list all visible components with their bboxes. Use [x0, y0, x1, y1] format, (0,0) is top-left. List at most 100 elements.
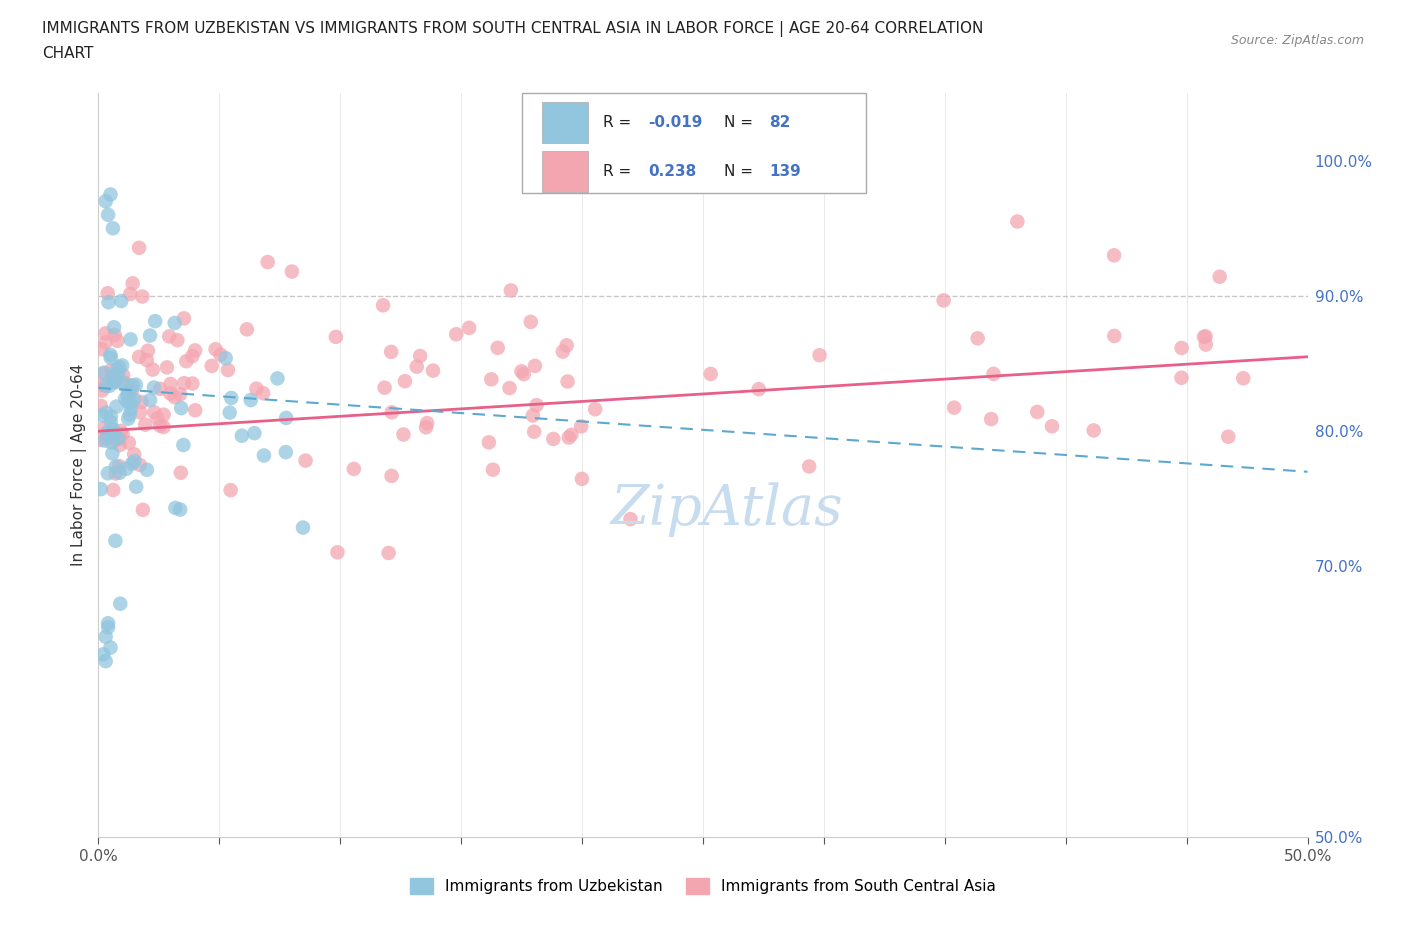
- Point: [343, 461, 366, 476]
- Point: [111, 427, 134, 442]
- Point: [808, 348, 831, 363]
- Point: [97, 620, 120, 635]
- Point: [94, 433, 117, 448]
- Point: [94, 654, 117, 669]
- Point: [112, 367, 135, 382]
- Point: [104, 533, 127, 548]
- Point: [146, 411, 169, 426]
- Point: [110, 423, 132, 438]
- Point: [121, 457, 143, 472]
- Point: [371, 298, 394, 312]
- Point: [108, 438, 131, 453]
- Point: [169, 502, 191, 517]
- Point: [94, 335, 117, 350]
- Point: [112, 375, 135, 390]
- Point: [555, 338, 578, 352]
- Point: [135, 462, 157, 477]
- Point: [120, 286, 142, 301]
- Point: [121, 383, 143, 398]
- Point: [394, 374, 416, 389]
- Point: [100, 640, 122, 655]
- Point: [1194, 329, 1216, 344]
- Point: [173, 311, 195, 325]
- Point: [219, 391, 242, 405]
- Point: [152, 419, 174, 434]
- Point: [139, 328, 162, 343]
- Point: [103, 368, 125, 383]
- Point: [165, 500, 187, 515]
- Point: [103, 427, 125, 442]
- Point: [748, 381, 770, 396]
- Point: [117, 384, 139, 399]
- Point: [122, 446, 145, 461]
- Point: [204, 342, 226, 357]
- Point: [101, 369, 124, 384]
- Point: [107, 365, 129, 380]
- Point: [157, 329, 180, 344]
- Point: [292, 520, 315, 535]
- Point: [121, 378, 143, 392]
- Point: [170, 465, 193, 480]
- Point: [104, 327, 127, 342]
- Point: [103, 369, 125, 384]
- Point: [136, 343, 159, 358]
- Point: [128, 240, 150, 255]
- FancyBboxPatch shape: [522, 93, 866, 193]
- Point: [409, 349, 432, 364]
- Point: [121, 276, 143, 291]
- Point: [100, 435, 122, 450]
- Point: [245, 381, 267, 396]
- Point: [97, 295, 120, 310]
- Point: [156, 360, 179, 375]
- Point: [510, 364, 533, 379]
- Point: [1040, 418, 1063, 433]
- Point: [499, 283, 522, 298]
- Text: CHART: CHART: [42, 46, 94, 61]
- Point: [377, 546, 399, 561]
- Text: R =: R =: [603, 164, 636, 179]
- Point: [128, 458, 150, 472]
- Text: N =: N =: [724, 164, 758, 179]
- Point: [90, 482, 112, 497]
- Point: [103, 422, 125, 437]
- Point: [276, 410, 298, 425]
- Point: [104, 432, 127, 447]
- Point: [124, 454, 146, 469]
- Point: [422, 363, 444, 378]
- Point: [104, 375, 127, 390]
- Point: [558, 431, 581, 445]
- Point: [381, 469, 404, 484]
- Point: [135, 352, 157, 367]
- Point: [266, 371, 288, 386]
- Point: [97, 466, 120, 481]
- Point: [252, 386, 274, 401]
- Point: [557, 374, 579, 389]
- Point: [983, 366, 1005, 381]
- Point: [143, 313, 166, 328]
- Point: [118, 435, 141, 450]
- Point: [1083, 423, 1105, 438]
- Point: [110, 294, 132, 309]
- Point: [405, 359, 427, 374]
- Point: [699, 366, 721, 381]
- Point: [125, 479, 148, 494]
- Point: [104, 373, 127, 388]
- Point: [523, 424, 546, 439]
- Point: [159, 377, 181, 392]
- Point: [118, 407, 141, 422]
- Point: [523, 358, 546, 373]
- Point: [181, 349, 204, 364]
- Point: [117, 411, 139, 426]
- Point: [107, 334, 129, 349]
- Point: [100, 187, 122, 202]
- Point: [90, 432, 112, 447]
- Point: [131, 394, 153, 409]
- Point: [1232, 371, 1254, 386]
- Point: [101, 220, 124, 235]
- Point: [105, 362, 128, 377]
- Point: [381, 405, 404, 419]
- Point: [176, 353, 198, 368]
- Point: [94, 405, 117, 420]
- Point: [100, 363, 122, 378]
- Point: [243, 426, 266, 441]
